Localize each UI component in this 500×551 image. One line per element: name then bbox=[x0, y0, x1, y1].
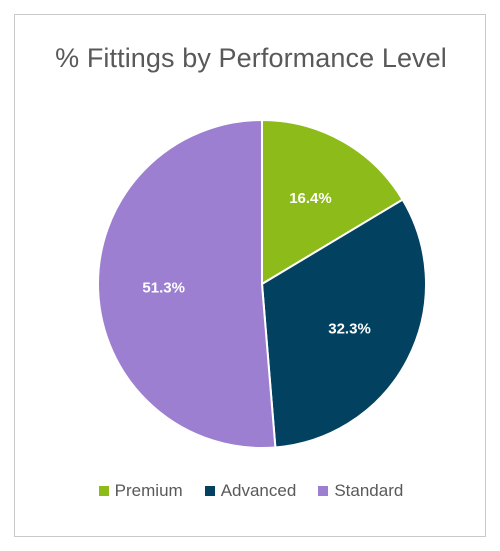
chart-title: % Fittings by Performance Level bbox=[55, 43, 447, 73]
pie-slice-standard bbox=[97, 118, 277, 449]
legend-label-premium: Premium bbox=[114, 481, 183, 500]
chart-frame: % Fittings by Performance Level 16.4% 32.… bbox=[14, 14, 486, 537]
pie-slices bbox=[97, 118, 427, 449]
pie-slice-advanced bbox=[260, 198, 427, 449]
data-label-advanced: 32.3% bbox=[328, 320, 371, 337]
legend-label-standard: Standard bbox=[334, 481, 404, 500]
legend: Premium Advanced Standard bbox=[15, 481, 487, 501]
legend-item-premium: Premium bbox=[98, 481, 183, 501]
data-label-premium: 16.4% bbox=[289, 190, 332, 207]
legend-swatch-advanced bbox=[204, 486, 215, 496]
pie-data-labels: 16.4% 32.3% 51.3% bbox=[142, 190, 370, 338]
pie-slice-premium bbox=[261, 118, 405, 286]
data-label-standard: 51.3% bbox=[142, 280, 185, 297]
legend-item-standard: Standard bbox=[318, 481, 403, 501]
legend-label-advanced: Advanced bbox=[220, 481, 297, 500]
legend-item-advanced: Advanced bbox=[204, 481, 297, 501]
legend-swatch-premium bbox=[98, 486, 109, 496]
pie-chart: 16.4% 32.3% 51.3% bbox=[97, 118, 427, 449]
legend-swatch-standard bbox=[318, 486, 329, 496]
